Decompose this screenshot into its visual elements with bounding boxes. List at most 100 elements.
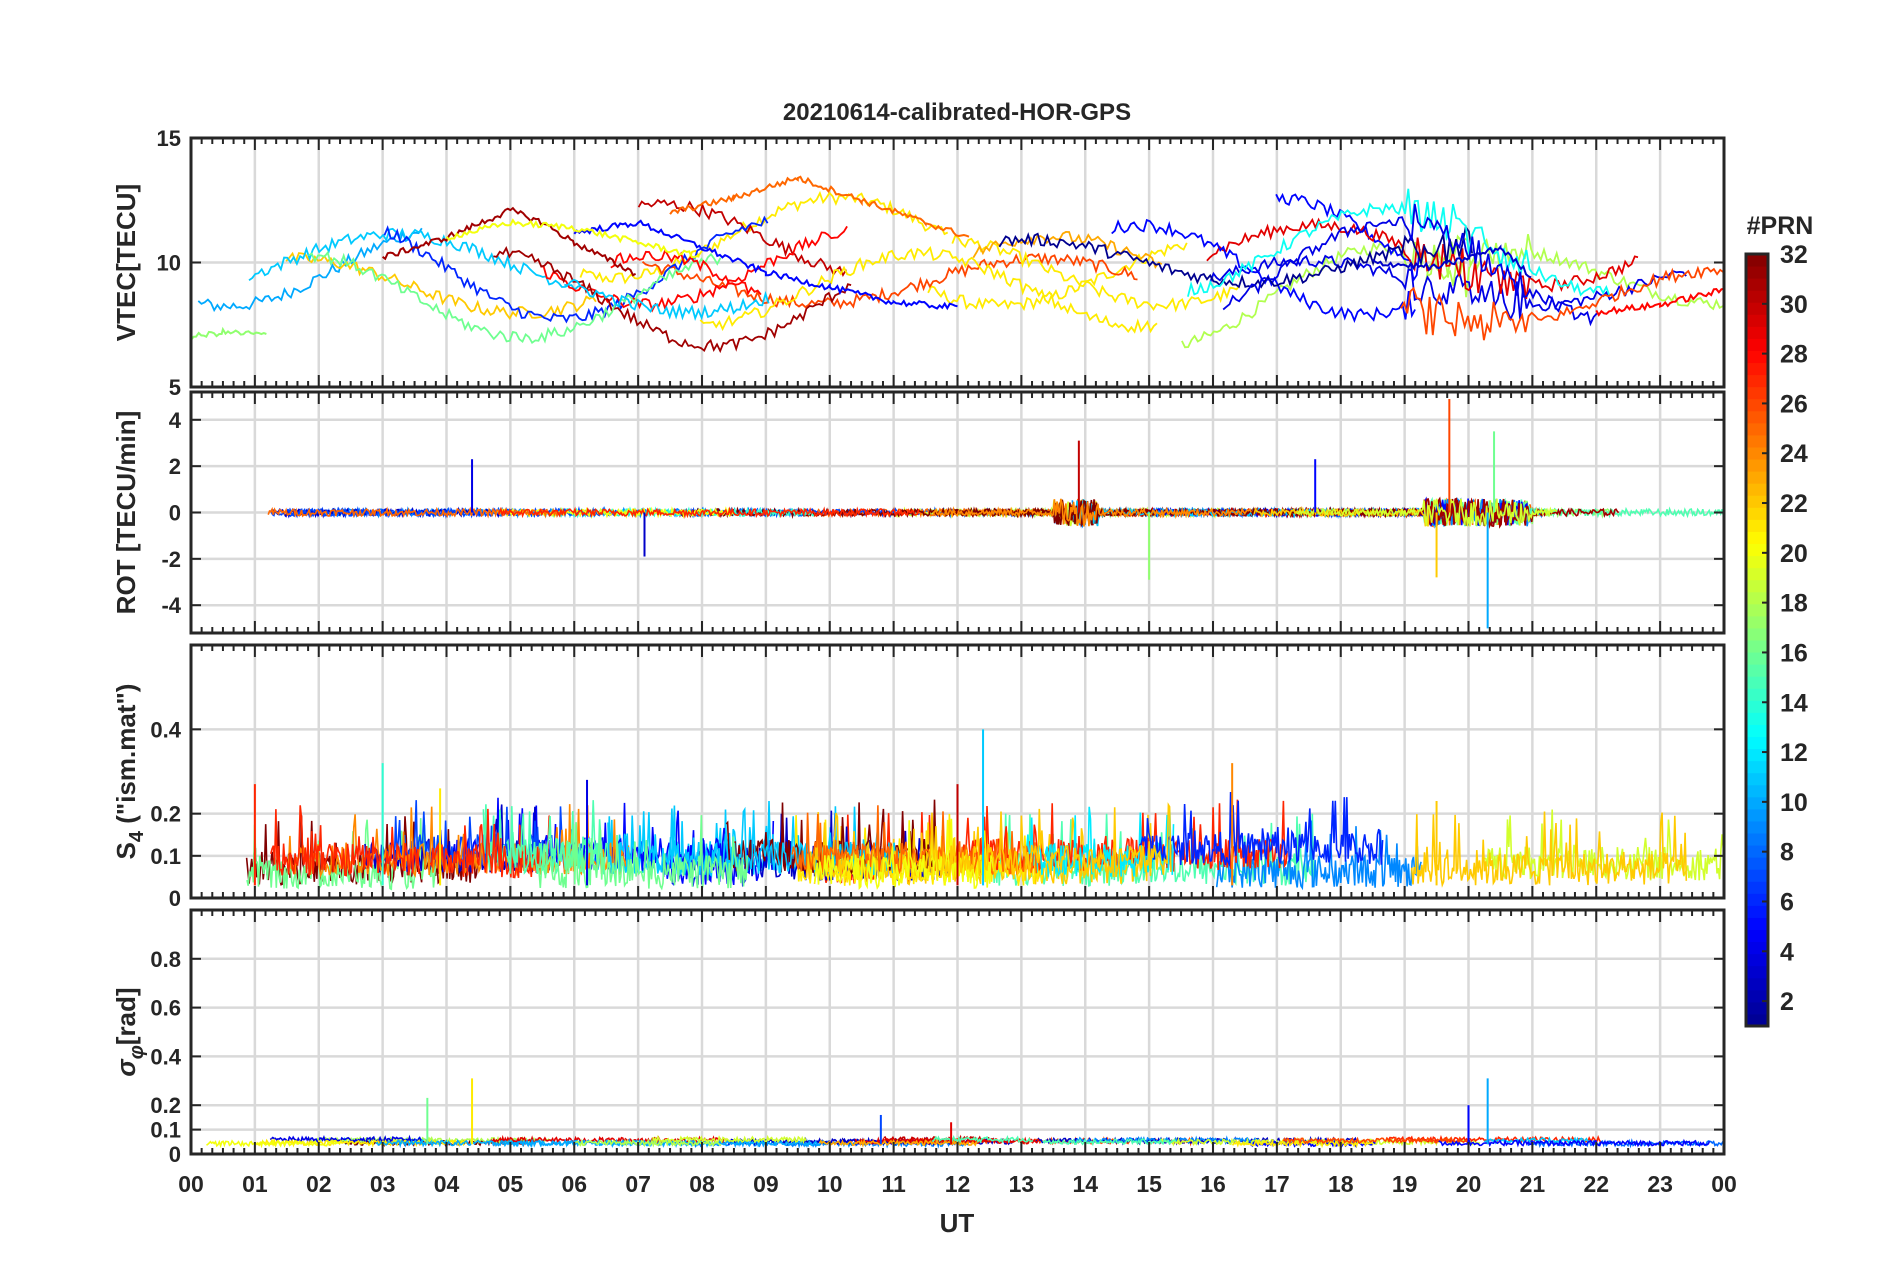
colorbar-tick-label: 26 <box>1780 390 1808 418</box>
vtec-arc-prn-1 <box>998 224 1473 289</box>
vtec-arc-prn-4 <box>1209 254 1687 322</box>
data-layer <box>245 729 1724 891</box>
colorbar-segment <box>1746 676 1768 689</box>
y-tick-label: 15 <box>157 126 181 151</box>
x-tick-label: 11 <box>881 1171 906 1197</box>
vtec-series-prn-25 <box>669 175 970 238</box>
colorbar-tick-label: 24 <box>1780 440 1808 468</box>
colorbar-segment <box>1746 688 1768 701</box>
vtec-arc-prn-10 <box>197 227 423 313</box>
colorbar-tick-label: 18 <box>1780 590 1808 618</box>
y-tick-label: 0 <box>169 886 181 911</box>
rot-arc-prn-24 <box>932 498 1252 527</box>
colorbar-segment <box>1746 857 1768 870</box>
colorbar-segment <box>1746 796 1768 810</box>
x-tick-label: 03 <box>370 1171 396 1197</box>
colorbar-segment <box>1746 736 1768 750</box>
vtec-arc-prn-16 <box>308 250 722 345</box>
colorbar-segment <box>1746 881 1768 894</box>
colorbar-segment <box>1746 398 1768 412</box>
colorbar-segment <box>1746 977 1768 991</box>
sigma-arc-prn-26 <box>1282 1136 1468 1146</box>
vtec-arc-prn-11 <box>564 278 770 322</box>
x-tick-label: 14 <box>1072 1171 1098 1197</box>
colorbar-segment <box>1746 917 1768 930</box>
colorbar-segment <box>1746 652 1768 665</box>
vtec-arc-prn-6 <box>383 215 769 324</box>
colorbar-segment <box>1746 700 1768 713</box>
x-tick-label: 01 <box>242 1171 268 1197</box>
x-tick-label: 05 <box>498 1171 524 1197</box>
colorbar-segment <box>1746 447 1768 460</box>
y-axis-label-sigma: σφ[rad] <box>111 987 148 1076</box>
data-layer <box>206 1078 1724 1149</box>
sigma-arc-prn-29 <box>490 1134 728 1146</box>
colorbar-segment <box>1746 820 1768 834</box>
vtec-arc-prn-21 <box>951 233 1241 313</box>
colorbar-segment <box>1746 338 1768 351</box>
colorbar-segment <box>1746 712 1768 725</box>
colorbar-tick-label: 20 <box>1780 540 1808 568</box>
y-tick-label: 2 <box>169 454 181 479</box>
y-tick-label: 0 <box>169 501 181 526</box>
x-tick-label: 17 <box>1264 1171 1290 1197</box>
colorbar-frame <box>1744 252 1770 1028</box>
colorbar-segment <box>1746 290 1768 303</box>
vtec-arc-prn-13 <box>1187 188 1611 297</box>
data-layer <box>191 175 1724 354</box>
colorbar-segment <box>1746 422 1768 436</box>
colorbar-segment <box>1746 302 1768 315</box>
colorbar-segment <box>1746 254 1768 267</box>
x-tick-label: 00 <box>1711 1171 1737 1197</box>
colorbar-segment <box>1746 627 1768 641</box>
colorbar-tick-label: 12 <box>1780 739 1808 767</box>
x-tick-label: 10 <box>817 1171 843 1197</box>
sigma-arc-prn-5 <box>1438 1138 1711 1148</box>
colorbar-segment <box>1746 869 1768 882</box>
y-tick-label: 0.8 <box>150 947 181 972</box>
vtec-series-prn-17 <box>191 326 267 341</box>
x-tick-label: 13 <box>1009 1171 1035 1197</box>
colorbar-segment <box>1746 531 1768 544</box>
colorbar-segment <box>1746 893 1768 906</box>
y-axis-label-rot: ROT [TECU/min] <box>111 411 141 615</box>
colorbar-tick-label: 10 <box>1780 789 1808 817</box>
colorbar-segment <box>1746 459 1768 472</box>
colorbar-tick-label: 2 <box>1780 988 1794 1016</box>
x-tick-label: 08 <box>689 1171 715 1197</box>
x-tick-label: 19 <box>1392 1171 1418 1197</box>
y-tick-label: 0.2 <box>150 1093 181 1118</box>
vtec-series-prn-20 <box>445 218 700 259</box>
y-label-subscript: 4 <box>126 830 148 842</box>
vtec-arc-prn-31 <box>493 245 852 354</box>
x-tick-label: 22 <box>1583 1171 1609 1197</box>
colorbar-tick-label: 6 <box>1780 888 1794 916</box>
colorbar-tick-label: 8 <box>1780 839 1794 867</box>
x-axis-label: UT <box>940 1208 975 1238</box>
rot-arc-prn-27 <box>497 506 920 519</box>
vtec-arc-prn-30 <box>637 198 847 278</box>
vtec-arc-prn-11 <box>248 227 582 291</box>
vtec-series-prn-28 <box>1595 287 1724 317</box>
colorbar-segment <box>1746 567 1768 581</box>
x-tick-label: 20 <box>1456 1171 1482 1197</box>
x-tick-label: 07 <box>625 1171 651 1197</box>
colorbar-segment <box>1746 555 1768 569</box>
y-label-rest: ("ism.mat") <box>111 684 141 831</box>
colorbar-segment <box>1746 362 1768 376</box>
vtec-arc-prn-21 <box>579 190 949 285</box>
colorbar-segment <box>1746 374 1768 388</box>
colorbar-segment <box>1746 519 1768 532</box>
x-tick-label: 09 <box>753 1171 779 1197</box>
colorbar-segment <box>1746 591 1768 605</box>
x-tick-label: 02 <box>306 1171 332 1197</box>
y-label-main: S <box>111 842 141 859</box>
x-tick-label: 06 <box>561 1171 587 1197</box>
colorbar-tick-label: 32 <box>1780 241 1808 269</box>
vtec-arc-prn-22 <box>285 251 597 320</box>
y-tick-label: -4 <box>161 593 181 618</box>
colorbar-segment <box>1746 760 1768 774</box>
panel-s4: 00.10.20.4S4 ("ism.mat") <box>111 643 1726 911</box>
y-label-main: σ <box>111 1058 141 1077</box>
colorbar-segment <box>1746 386 1768 400</box>
